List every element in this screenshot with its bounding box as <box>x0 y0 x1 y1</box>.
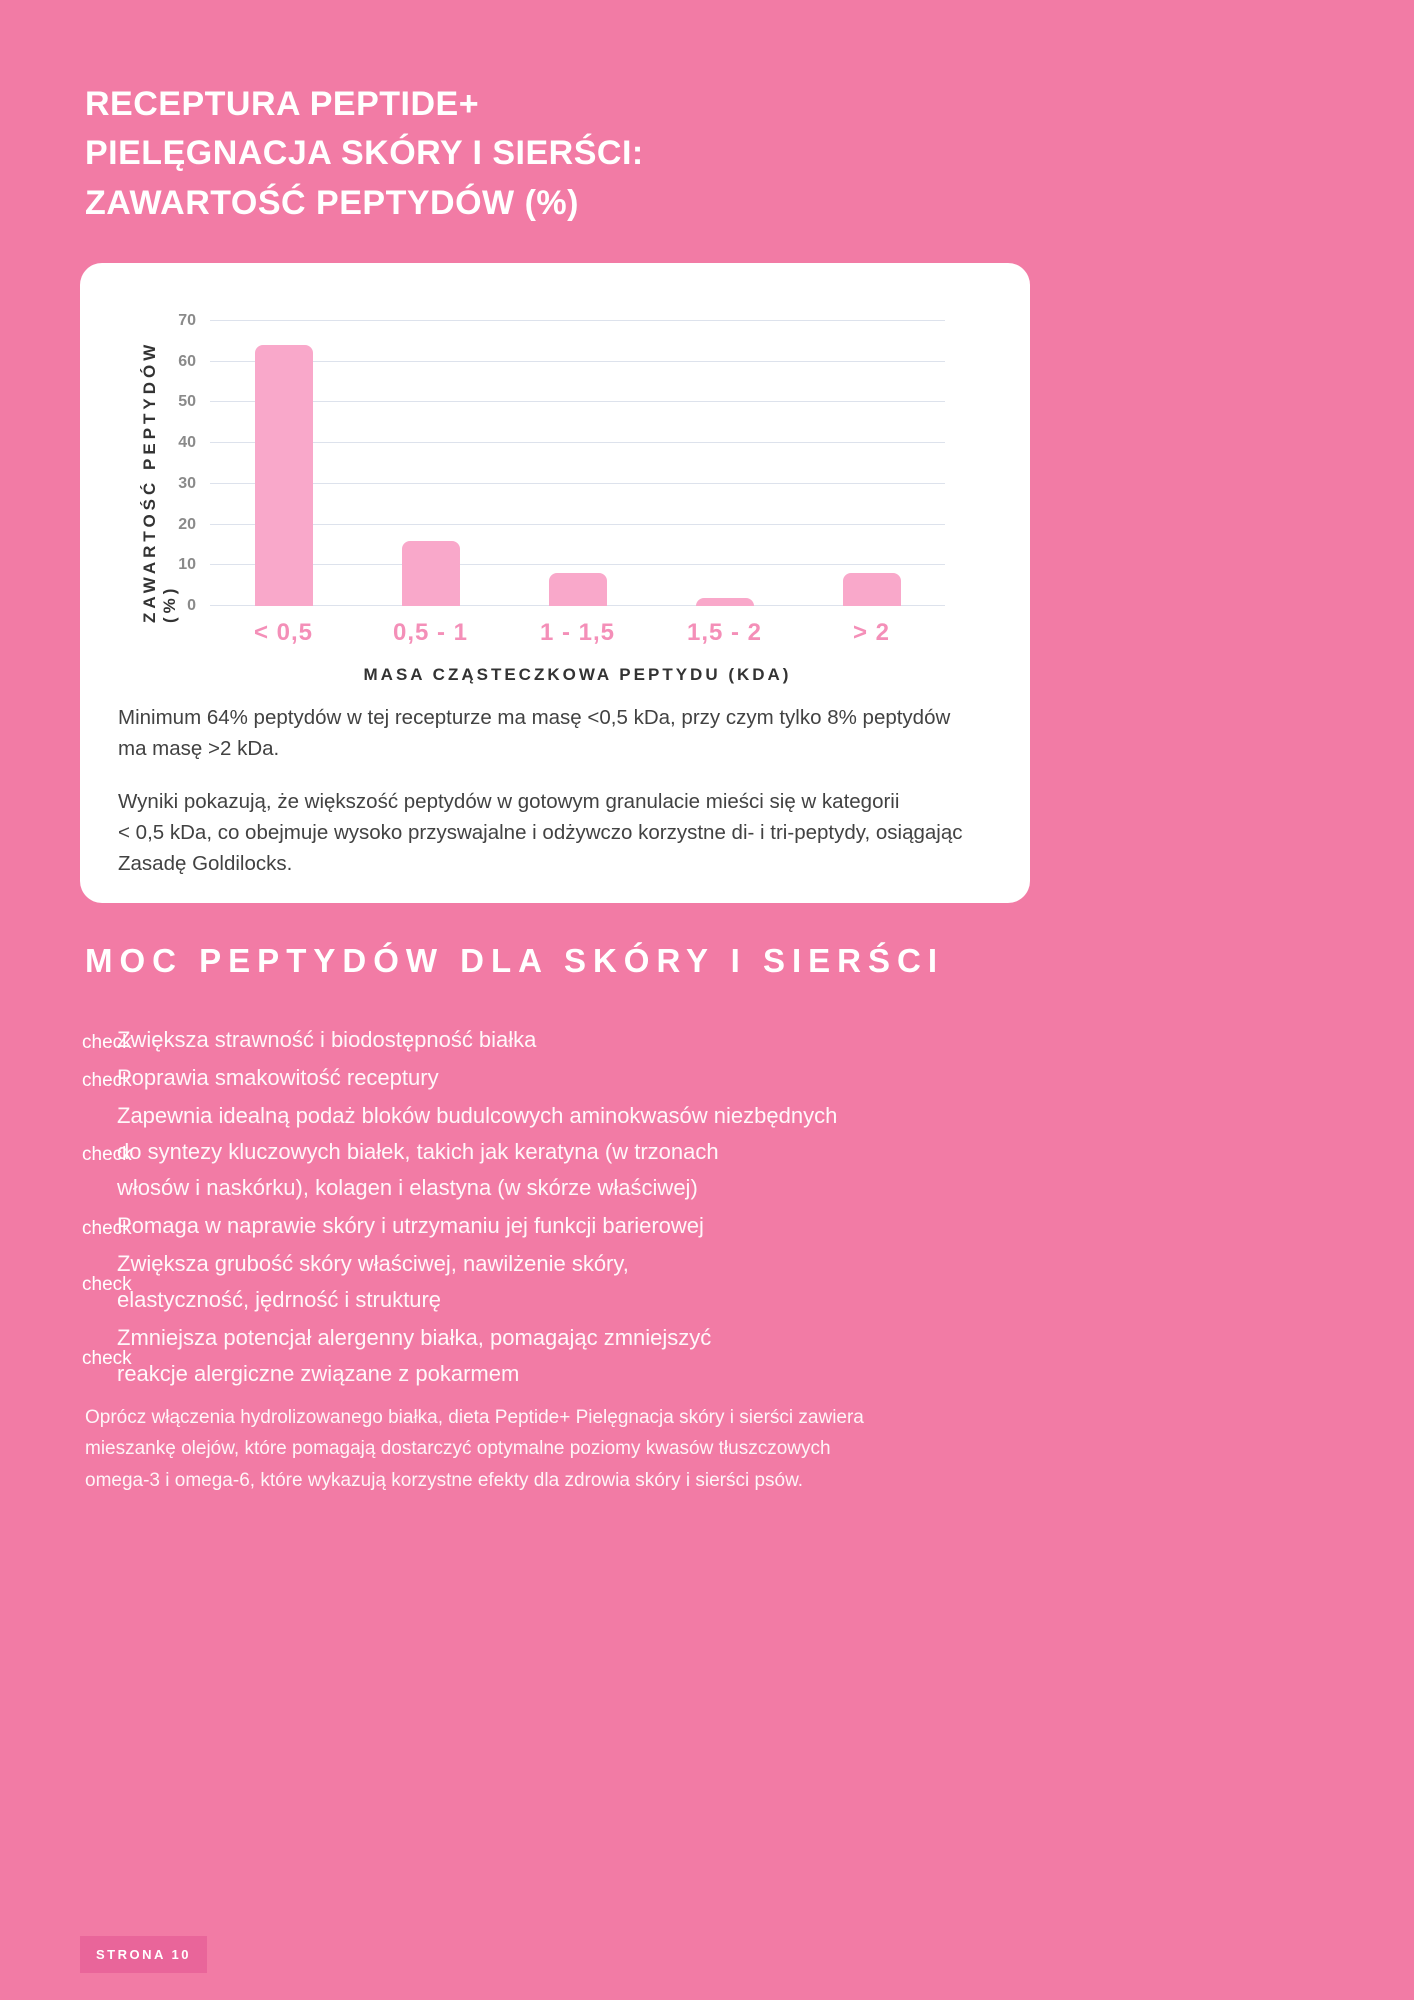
bar-slot <box>357 321 504 606</box>
bar-slot <box>504 321 651 606</box>
bar-2 <box>548 573 607 606</box>
bar-3 <box>695 597 754 606</box>
page-title-line: PIELĘGNACJA SKÓRY I SIERŚCI: <box>85 134 644 173</box>
gridline <box>210 401 945 403</box>
gridline <box>210 442 945 444</box>
bar-1 <box>401 540 460 606</box>
benefit-text: Zmniejsza potencjał alergenny białka, po… <box>117 1325 712 1386</box>
gridline <box>210 564 945 566</box>
benefit-text: Zapewnia idealną podaż bloków budulcowyc… <box>117 1103 838 1200</box>
x-category-label: < 0,5 <box>253 619 314 646</box>
y-tick-label: 70 <box>178 312 196 329</box>
check-icon: check <box>82 1143 132 1165</box>
benefit-item: check Zmniejsza potencjał alergenny białk… <box>80 1320 1010 1392</box>
gridline <box>210 320 945 321</box>
page-number-badge: STRONA 10 <box>80 1936 207 1973</box>
section-heading: MOC PEPTYDÓW DLA SKÓRY I SIERŚCI <box>85 942 945 979</box>
bar-chart-plot-area: 0 10 20 30 40 50 60 70 <box>178 312 945 614</box>
benefit-item: check Zwiększa strawność i biodostępność … <box>80 1022 1010 1058</box>
y-tick-label: 50 <box>178 393 196 411</box>
gridline <box>210 360 945 362</box>
benefit-text: Poprawia smakowitość receptury <box>117 1065 439 1090</box>
check-icon: check <box>82 1031 132 1053</box>
y-tick-label: 40 <box>178 434 196 452</box>
y-tick-label: 20 <box>178 515 196 533</box>
bar-slot <box>210 321 357 606</box>
bar-0 <box>254 345 313 606</box>
benefit-item: check Zapewnia idealną podaż bloków budul… <box>80 1098 1010 1206</box>
y-tick-label: 0 <box>187 597 196 614</box>
check-icon: check <box>82 1217 132 1239</box>
benefit-text: Zwiększa strawność i biodostępność białk… <box>117 1027 537 1052</box>
check-icon: check <box>82 1069 132 1091</box>
x-category-label: 1,5 - 2 <box>686 619 763 646</box>
x-axis-category-labels: < 0,5 0,5 - 1 1 - 1,5 1,5 - 2 > 2 <box>210 619 945 647</box>
y-tick-label: 30 <box>178 474 196 492</box>
benefit-item: check Zwiększa grubość skóry właściwej, n… <box>80 1246 1010 1318</box>
y-tick-label: 60 <box>178 352 196 370</box>
chart-card: ZAWARTOŚĆ PEPTYDÓW (%) 0 10 20 30 40 50 60 70 <… <box>80 263 1030 903</box>
bar-4 <box>842 573 901 606</box>
bar-slot <box>798 321 945 606</box>
page-title: RECEPTURA PEPTIDE+ PIELĘGNACJA SKÓRY I S… <box>85 80 644 228</box>
benefits-list: check Zwiększa strawność i biodostępność … <box>80 1022 1010 1394</box>
y-axis-title: ZAWARTOŚĆ PEPTYDÓW (%) <box>140 340 179 623</box>
check-icon: check <box>82 1273 132 1295</box>
chart-caption-secondary: Wyniki pokazują, że większość peptydów w… <box>118 790 963 875</box>
check-icon: check <box>82 1347 132 1369</box>
benefit-text: Pomaga w naprawie skóry i utrzymaniu jej… <box>117 1213 704 1238</box>
benefit-item: check Pomaga w naprawie skóry i utrzymani… <box>80 1208 1010 1244</box>
x-category-label: 0,5 - 1 <box>392 619 469 646</box>
footer-paragraph: Oprócz włączenia hydrolizowanego białka,… <box>85 1407 864 1491</box>
gridline <box>210 482 945 484</box>
page-title-line: RECEPTURA PEPTIDE+ <box>85 85 480 123</box>
gridline <box>210 523 945 525</box>
y-tick-label: 10 <box>178 556 196 574</box>
bar-slot <box>651 321 798 606</box>
chart-caption-primary: Minimum 64% peptydów w tej recepturze ma… <box>118 706 951 760</box>
x-category-label: > 2 <box>852 619 891 646</box>
benefit-text: Zwiększa grubość skóry właściwej, nawilż… <box>117 1251 629 1312</box>
bars-row <box>210 321 945 606</box>
x-axis-title: MASA CZĄSTECZKOWA PEPTYDU (KDA) <box>363 665 792 684</box>
benefit-item: check Poprawia smakowitość receptury <box>80 1060 1010 1096</box>
page-title-line: ZAWARTOŚĆ PEPTYDÓW (%) <box>85 183 579 222</box>
x-category-label: 1 - 1,5 <box>539 619 616 646</box>
